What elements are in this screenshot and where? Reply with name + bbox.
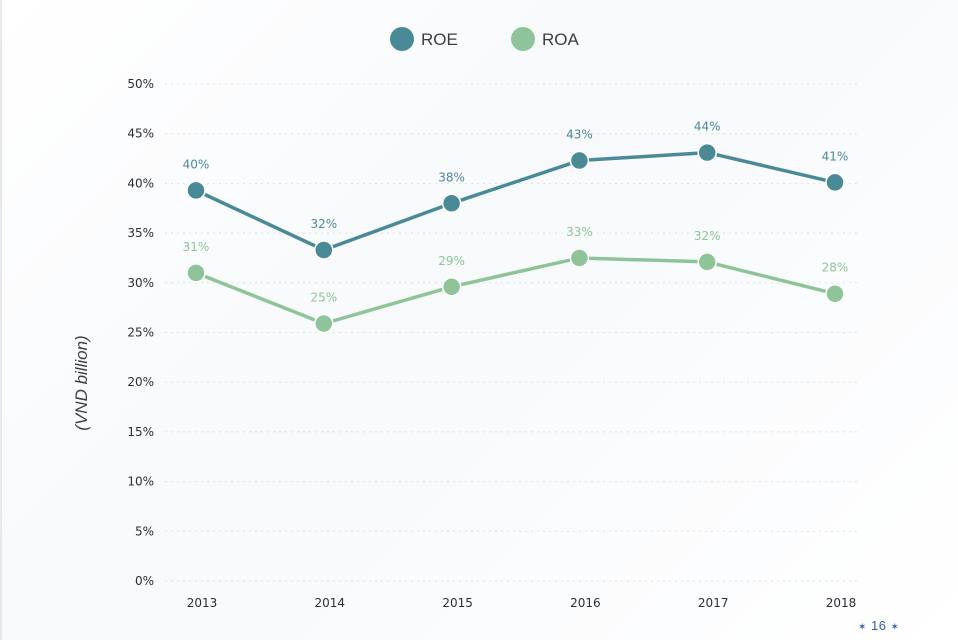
- roa-data-label: 33%: [566, 225, 593, 239]
- y-tick-label: 50%: [127, 77, 154, 91]
- roa-point: [441, 277, 462, 297]
- series: 40% 32% 38% 43% 44% 41% 31% 25% 29% 33% 32% 28%: [183, 120, 849, 334]
- roe-data-label: 38%: [438, 170, 465, 184]
- legend-swatch-roe: [390, 27, 414, 51]
- roa-point: [825, 283, 845, 304]
- y-tick-label: 0%: [135, 574, 154, 588]
- roa-line: [194, 256, 837, 326]
- page-deco-left-icon: ✶: [858, 622, 867, 633]
- series-roe: 40% 32% 38% 43% 44% 41%: [183, 120, 849, 260]
- y-tick-label: 30%: [127, 276, 154, 290]
- x-tick-label: 2013: [187, 596, 218, 610]
- roe-data-label: 43%: [566, 128, 593, 142]
- y-axis-ticks: 0% 5% 10% 15% 20% 25% 30% 35% 40% 45% 50%: [127, 77, 154, 588]
- x-tick-label: 2016: [570, 596, 601, 610]
- gridlines: [165, 83, 860, 582]
- roa-data-label: 28%: [822, 261, 849, 275]
- roe-line: [194, 150, 837, 252]
- y-tick-label: 40%: [127, 176, 154, 190]
- roa-data-label: 31%: [183, 240, 210, 254]
- roe-point: [441, 193, 462, 214]
- roe-data-label: 41%: [822, 149, 849, 163]
- x-axis-ticks: 2013 2014 2015 2016 2017 2018: [187, 596, 857, 610]
- y-tick-label: 5%: [135, 524, 154, 538]
- y-tick-label: 25%: [127, 326, 154, 340]
- roa-point: [314, 313, 334, 334]
- roe-point: [186, 180, 206, 201]
- x-tick-label: 2015: [442, 596, 473, 610]
- x-tick-label: 2014: [315, 596, 346, 610]
- y-tick-label: 35%: [127, 226, 154, 240]
- y-tick-label: 45%: [127, 127, 154, 141]
- legend: ROE ROA: [390, 27, 580, 51]
- roa-point: [569, 248, 590, 268]
- roa-data-label: 25%: [310, 291, 337, 305]
- y-tick-label: 15%: [127, 425, 154, 439]
- legend-label-roe: ROE: [421, 30, 458, 49]
- roe-data-label: 32%: [310, 217, 337, 231]
- roe-point: [314, 240, 334, 260]
- left-border: [0, 0, 2, 640]
- page-deco-right-icon: ✶: [890, 622, 900, 633]
- roa-data-label: 29%: [438, 254, 465, 268]
- y-tick-label: 20%: [127, 375, 154, 389]
- y-tick-label: 10%: [127, 475, 154, 489]
- page-number-value: 16: [871, 618, 887, 633]
- page-number: ✶ 16 ✶: [858, 618, 900, 633]
- roe-point: [569, 150, 590, 171]
- x-tick-label: 2018: [826, 596, 857, 610]
- roe-data-label: 44%: [694, 120, 721, 134]
- x-tick-label: 2017: [698, 596, 729, 610]
- roa-point: [697, 252, 717, 272]
- legend-swatch-roa: [511, 27, 535, 51]
- roe-data-label: 40%: [183, 157, 210, 171]
- y-axis-title: (VND billion): [72, 335, 91, 430]
- roa-point: [186, 263, 206, 283]
- roa-data-label: 32%: [694, 229, 721, 243]
- series-roa: 31% 25% 29% 33% 32% 28%: [183, 225, 849, 334]
- roe-point: [697, 142, 717, 163]
- legend-label-roa: ROA: [542, 30, 580, 49]
- roe-point: [825, 172, 845, 193]
